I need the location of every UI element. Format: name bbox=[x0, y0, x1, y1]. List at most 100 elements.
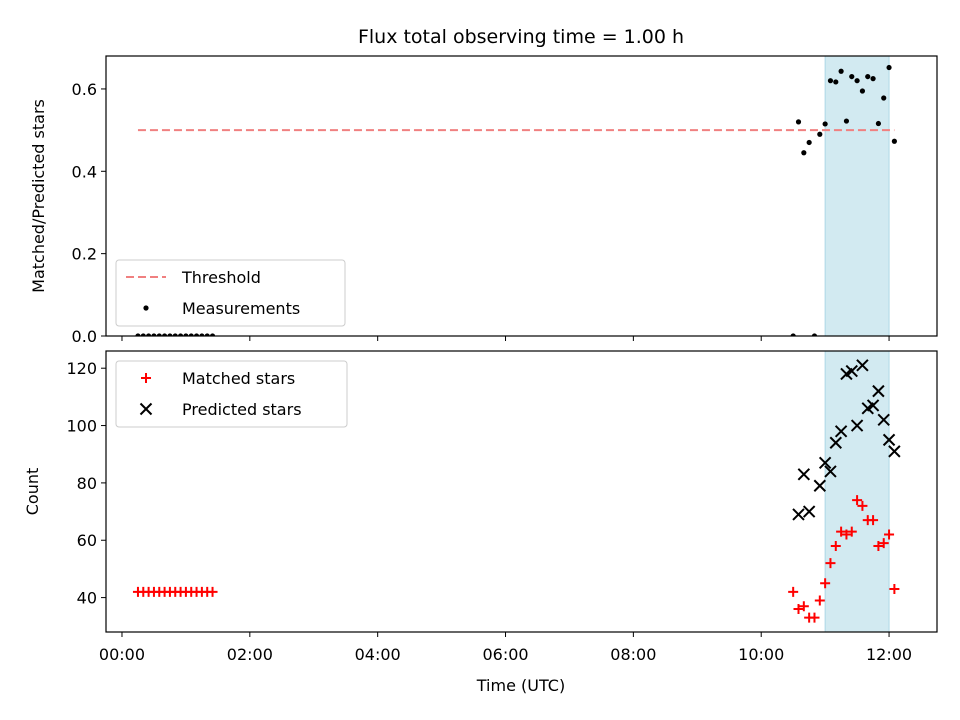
y-tick-label: 100 bbox=[66, 417, 97, 436]
data-point bbox=[891, 138, 897, 144]
data-point bbox=[825, 558, 836, 569]
x-tick-label: 04:00 bbox=[355, 645, 401, 664]
legend: Threshold Measurements bbox=[115, 259, 346, 327]
x-tick-label: 12:00 bbox=[866, 645, 912, 664]
data-point bbox=[873, 540, 884, 551]
data-point bbox=[884, 529, 895, 540]
data-point bbox=[822, 121, 828, 127]
data-point bbox=[833, 79, 839, 85]
data-point bbox=[793, 604, 804, 615]
data-point bbox=[798, 601, 809, 612]
y-axis-label: Matched/Predicted stars bbox=[29, 99, 48, 293]
data-point bbox=[177, 333, 184, 336]
data-point bbox=[797, 468, 811, 481]
plot-area bbox=[135, 56, 897, 336]
y-tick-label: 60 bbox=[77, 531, 97, 550]
legend-marker bbox=[143, 305, 149, 311]
data-point bbox=[199, 333, 205, 336]
legend-marker bbox=[139, 402, 153, 416]
data-point bbox=[814, 595, 825, 606]
y-tick-label: 0.2 bbox=[72, 245, 97, 264]
data-point bbox=[852, 495, 863, 506]
legend-marker bbox=[141, 373, 151, 383]
data-point bbox=[875, 120, 882, 127]
data-point bbox=[866, 399, 880, 412]
axes-frame bbox=[105, 55, 938, 337]
data-point bbox=[204, 333, 210, 336]
legend-label: Matched stars bbox=[182, 369, 295, 388]
data-point bbox=[870, 76, 876, 82]
data-point bbox=[857, 500, 868, 511]
data-point bbox=[872, 384, 885, 398]
data-point bbox=[167, 333, 173, 336]
data-point bbox=[830, 540, 841, 551]
data-point bbox=[854, 78, 860, 84]
data-point bbox=[820, 578, 831, 589]
legend-label: Threshold bbox=[181, 268, 261, 287]
top-panel: 0.0 0.2 0.4 0.6 Matched/Predicted stars Thres… bbox=[29, 55, 938, 346]
data-point bbox=[841, 529, 852, 540]
y-tick-label: 80 bbox=[77, 474, 97, 493]
data-point bbox=[140, 333, 146, 336]
data-point bbox=[850, 419, 864, 432]
series-predicted-stars bbox=[792, 359, 901, 521]
data-point bbox=[836, 526, 847, 537]
data-point bbox=[845, 364, 858, 378]
bottom-panel: 40 60 80 100 120 00:00 02:00 04:00 06:00 08:00 10:… bbox=[23, 350, 938, 664]
data-point bbox=[809, 612, 820, 623]
data-point bbox=[818, 456, 832, 470]
data-point bbox=[877, 413, 890, 427]
y-axis-label: Count bbox=[23, 468, 42, 516]
data-point bbox=[889, 583, 900, 594]
data-point bbox=[856, 359, 869, 372]
data-point bbox=[806, 139, 812, 146]
data-point bbox=[135, 333, 141, 336]
y-tick-label: 0.4 bbox=[72, 162, 97, 181]
x-tick-label: 06:00 bbox=[482, 645, 528, 664]
y-tick-label: 0.0 bbox=[72, 327, 97, 346]
data-point bbox=[859, 88, 866, 94]
data-point bbox=[824, 465, 837, 478]
data-point bbox=[146, 333, 152, 336]
data-point bbox=[161, 333, 168, 336]
data-point bbox=[817, 131, 823, 137]
legend-box bbox=[115, 360, 348, 428]
data-point bbox=[207, 586, 218, 597]
x-tick-label: 10:00 bbox=[738, 645, 784, 664]
data-point bbox=[792, 508, 805, 521]
data-point bbox=[790, 333, 796, 336]
data-point bbox=[811, 333, 818, 336]
data-point bbox=[868, 515, 879, 526]
legend-label: Measurements bbox=[182, 299, 300, 318]
data-point bbox=[813, 479, 827, 492]
x-tick-label: 08:00 bbox=[610, 645, 656, 664]
data-point bbox=[172, 333, 178, 336]
y-tick-label: 0.6 bbox=[72, 80, 97, 99]
data-point bbox=[838, 68, 844, 74]
data-point bbox=[843, 118, 850, 124]
data-point bbox=[795, 119, 802, 125]
data-point bbox=[881, 95, 887, 101]
data-point bbox=[834, 425, 848, 438]
data-point bbox=[788, 586, 799, 597]
data-point bbox=[156, 333, 162, 336]
data-point bbox=[188, 333, 194, 336]
legend: Matched stars Predicted stars bbox=[115, 360, 348, 428]
observing-window-highlight bbox=[824, 351, 890, 632]
data-point bbox=[801, 150, 807, 156]
x-tick-label: 00:00 bbox=[99, 645, 145, 664]
legend-label: Predicted stars bbox=[182, 400, 302, 419]
series-measurements bbox=[135, 64, 897, 336]
series-matched-stars bbox=[132, 495, 900, 623]
data-point bbox=[882, 433, 896, 447]
data-point bbox=[878, 538, 889, 549]
data-point bbox=[846, 526, 857, 537]
data-point bbox=[151, 333, 157, 336]
axes-frame bbox=[105, 350, 938, 633]
data-point bbox=[183, 333, 189, 336]
y-tick-label: 40 bbox=[77, 589, 97, 608]
x-axis-label: Time (UTC) bbox=[476, 676, 565, 695]
plot-area bbox=[132, 351, 901, 632]
